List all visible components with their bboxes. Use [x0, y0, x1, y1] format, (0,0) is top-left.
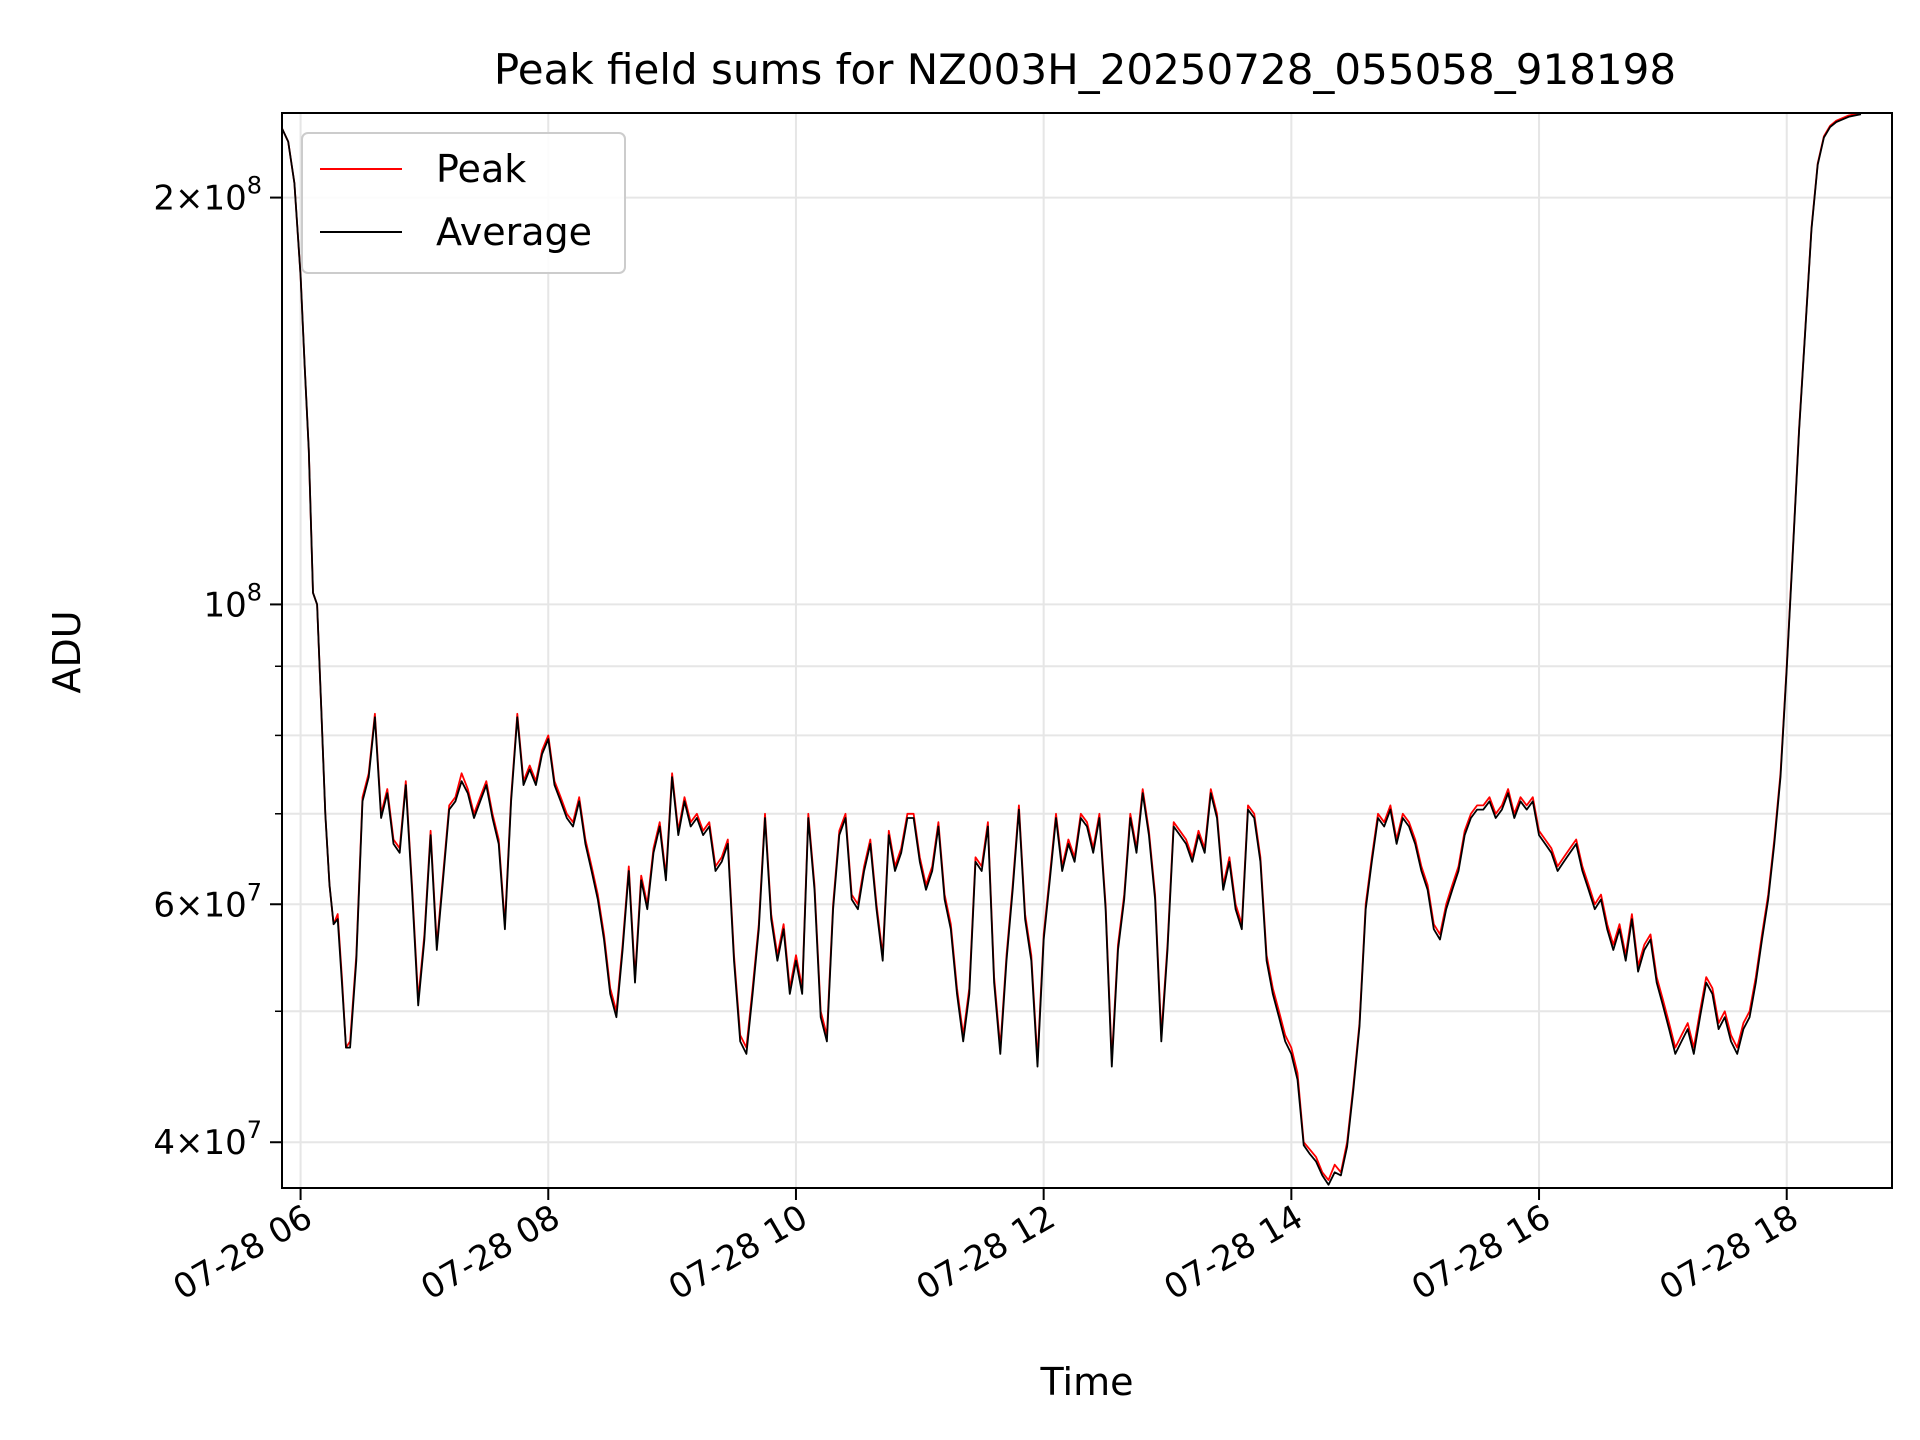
x-tick-label: 07-28 14	[1157, 1197, 1309, 1308]
series-line-average	[282, 113, 1862, 1186]
y-tick-label: 4×107	[153, 1116, 262, 1163]
x-axis-ticks: 07-28 06 07-28 08 07-28 10 07-28 12 07-28 14…	[167, 1188, 1805, 1308]
y-axis-ticks: 4×107 6×107 108 2×108	[153, 172, 282, 1163]
x-tick-label: 07-28 18	[1653, 1197, 1805, 1308]
chart-title: Peak field sums for NZ003H_20250728_0550…	[494, 45, 1676, 94]
grid-lines	[282, 113, 1892, 1188]
x-tick-label: 07-28 10	[662, 1197, 814, 1308]
x-tick-label: 07-28 08	[414, 1197, 566, 1308]
plot-frame	[281, 112, 1893, 1189]
legend-label-average: Average	[436, 210, 592, 254]
legend-label-peak: Peak	[436, 147, 526, 191]
y-tick-label: 2×108	[153, 172, 262, 219]
x-tick-label: 07-28 12	[910, 1197, 1062, 1308]
y-axis-label: ADU	[45, 610, 89, 693]
legend: Peak Average	[301, 132, 626, 274]
y-tick-label: 108	[203, 578, 262, 625]
x-axis-label: Time	[1040, 1360, 1134, 1404]
x-tick-label: 07-28 06	[167, 1197, 319, 1308]
x-tick-label: 07-28 16	[1405, 1197, 1557, 1308]
plot-series	[282, 113, 1862, 1186]
y-tick-label: 6×107	[153, 878, 262, 925]
